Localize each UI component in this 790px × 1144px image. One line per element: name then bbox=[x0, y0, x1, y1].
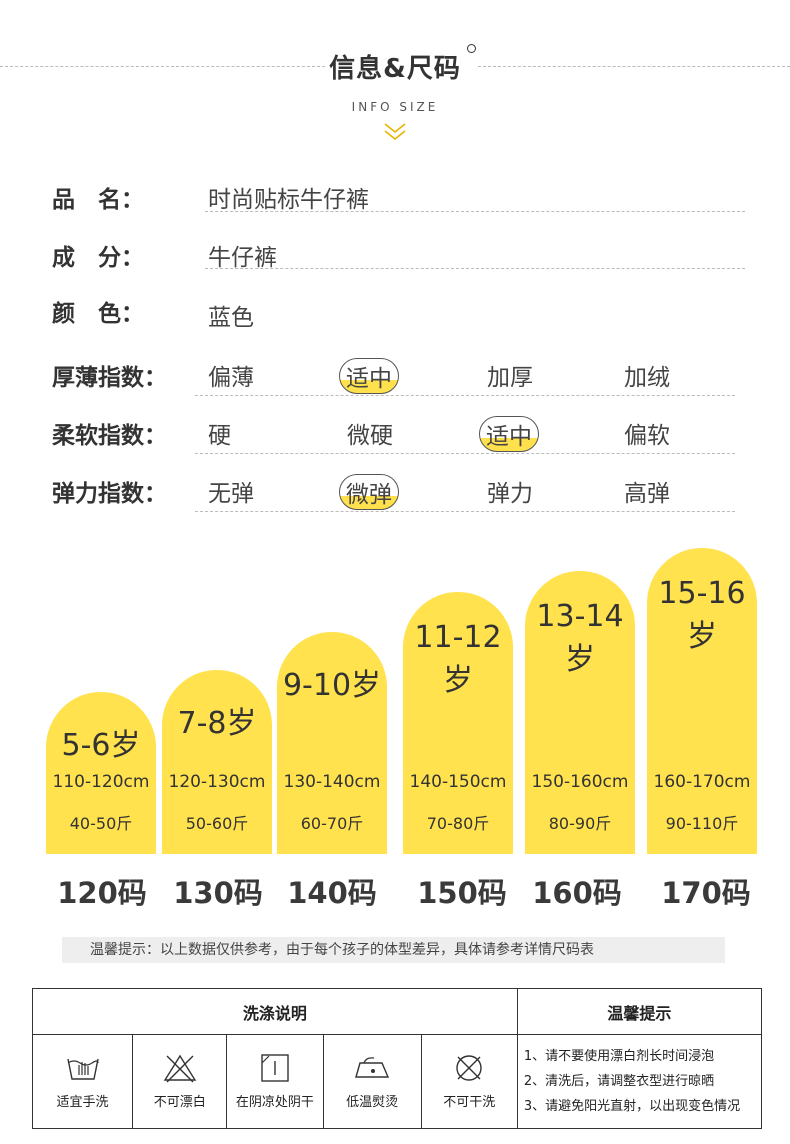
shade-dry-icon bbox=[261, 1054, 289, 1082]
degree-circle-icon bbox=[467, 44, 476, 53]
row-divider bbox=[205, 268, 745, 269]
age-label: 13-14岁 bbox=[536, 599, 624, 677]
weight-range: 60-70斤 bbox=[300, 814, 364, 833]
height-range: 120-130cm bbox=[168, 772, 266, 792]
index-option: 弹力 bbox=[487, 481, 533, 507]
age-label: 15-16岁 bbox=[658, 576, 746, 654]
no-bleach-icon bbox=[163, 1054, 196, 1083]
size-arch: 9-10岁 130-140cm 60-70斤 bbox=[277, 632, 387, 854]
weight-range: 90-110斤 bbox=[665, 814, 739, 833]
weight-range: 50-60斤 bbox=[185, 814, 249, 833]
row-divider bbox=[195, 453, 735, 454]
index-option: 高弹 bbox=[624, 481, 670, 507]
header-divider-left bbox=[0, 66, 325, 67]
age-label: 11-12岁 bbox=[414, 620, 502, 698]
index-option: 硬 bbox=[208, 423, 231, 449]
height-range: 130-140cm bbox=[283, 772, 381, 792]
size-arch: 7-8岁 120-130cm 50-60斤 bbox=[162, 670, 272, 854]
index-option: 加厚 bbox=[487, 365, 533, 391]
row-divider bbox=[205, 211, 745, 212]
tips-title: 温馨提示 bbox=[516, 988, 763, 1035]
age-label: 9-10岁 bbox=[282, 668, 382, 703]
size-arch: 5-6岁 110-120cm 40-50斤 bbox=[46, 692, 156, 854]
size-arch: 11-12岁 140-150cm 70-80斤 bbox=[403, 592, 513, 854]
index-option-selected: 适中 bbox=[339, 358, 399, 394]
size-code: 130码 bbox=[173, 876, 263, 910]
age-label: 5-6岁 bbox=[61, 728, 141, 763]
index-option-selected: 微弹 bbox=[339, 474, 399, 510]
tip-bar: 温馨提示：以上数据仅供参考，由于每个孩子的体型差异，具体请参考详情尺码表 bbox=[62, 937, 725, 963]
low-iron-icon bbox=[355, 1057, 390, 1078]
index-option: 偏软 bbox=[624, 423, 670, 449]
material-label: 成 分： bbox=[52, 245, 144, 271]
height-range: 160-170cm bbox=[653, 772, 751, 792]
care-label: 低温熨烫 bbox=[346, 1095, 399, 1110]
wash-title: 洗涤说明 bbox=[32, 988, 518, 1035]
size-code: 140码 bbox=[287, 876, 377, 910]
size-code: 170码 bbox=[661, 876, 751, 910]
row-divider bbox=[195, 511, 735, 512]
name-label: 品 名： bbox=[52, 187, 144, 213]
weight-range: 70-80斤 bbox=[426, 814, 490, 833]
hand-wash-icon bbox=[66, 1058, 99, 1080]
size-arch: 13-14岁 150-160cm 80-90斤 bbox=[525, 571, 635, 854]
material-value: 牛仔裤 bbox=[208, 245, 277, 271]
care-label: 不可干洗 bbox=[443, 1095, 496, 1110]
weight-range: 40-50斤 bbox=[69, 814, 133, 833]
index-label: 柔软指数： bbox=[52, 423, 167, 449]
index-option: 微硬 bbox=[347, 423, 393, 449]
index-option: 无弹 bbox=[208, 481, 254, 507]
weight-range: 80-90斤 bbox=[548, 814, 612, 833]
no-dry-clean-icon bbox=[456, 1055, 482, 1081]
tips-list: 1、请不要使用漂白剂长时间浸泡 2、清洗后，请调整衣型进行晾晒 3、请避免阳光直… bbox=[516, 1034, 763, 1129]
color-value: 蓝色 bbox=[208, 305, 254, 331]
height-range: 140-150cm bbox=[409, 772, 507, 792]
size-code: 150码 bbox=[417, 876, 507, 910]
care-item: 低温熨烫 bbox=[322, 1034, 422, 1129]
care-table: 洗涤说明 温馨提示 适宜手洗 不可漂白 在阴凉处 bbox=[31, 988, 763, 1129]
index-label: 弹力指数： bbox=[52, 481, 167, 507]
care-label: 不可漂白 bbox=[153, 1095, 206, 1110]
care-label: 适宜手洗 bbox=[56, 1095, 109, 1110]
index-option-selected: 适中 bbox=[479, 416, 539, 452]
size-code: 120码 bbox=[57, 876, 147, 910]
tip-item: 1、请不要使用漂白剂长时间浸泡 bbox=[523, 1049, 715, 1064]
size-code: 160码 bbox=[532, 876, 622, 910]
name-value: 时尚贴标牛仔裤 bbox=[208, 187, 369, 213]
age-label: 7-8岁 bbox=[177, 706, 257, 741]
page-title: 信息&尺码 bbox=[329, 54, 461, 84]
index-option: 加绒 bbox=[624, 365, 670, 391]
height-range: 110-120cm bbox=[52, 772, 150, 792]
care-item: 适宜手洗 bbox=[31, 1034, 134, 1129]
index-label: 厚薄指数： bbox=[52, 365, 167, 391]
chevron-down-icon bbox=[384, 123, 406, 141]
index-option: 偏薄 bbox=[208, 365, 254, 391]
size-arch: 15-16岁 160-170cm 90-110斤 bbox=[647, 548, 757, 854]
tip-item: 3、请避免阳光直射，以出现变色情况 bbox=[523, 1099, 741, 1114]
row-divider bbox=[195, 395, 735, 396]
care-label: 在阴凉处阴干 bbox=[235, 1095, 314, 1110]
care-item: 不可干洗 bbox=[420, 1034, 518, 1129]
page-subtitle: INFO SIZE bbox=[351, 100, 439, 114]
color-label: 颜 色： bbox=[52, 301, 144, 327]
tip-item: 2、清洗后，请调整衣型进行晾晒 bbox=[523, 1074, 715, 1089]
height-range: 150-160cm bbox=[531, 772, 629, 792]
care-item: 不可漂白 bbox=[132, 1034, 228, 1129]
header-divider-right bbox=[478, 66, 790, 67]
care-item: 在阴凉处阴干 bbox=[226, 1034, 324, 1129]
